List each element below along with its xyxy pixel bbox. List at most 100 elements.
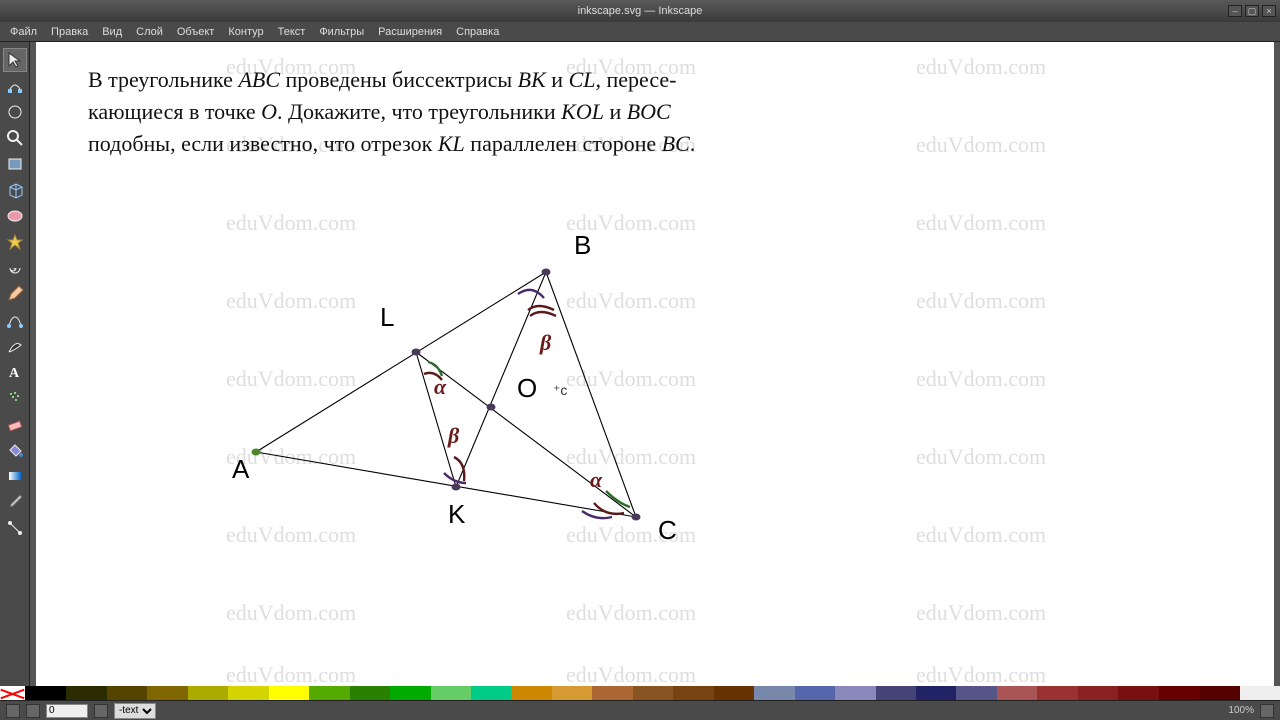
minimize-button[interactable]: – [1228,5,1242,17]
layer-value-input[interactable] [46,704,88,718]
svg-text:B: B [574,230,591,260]
tool-connector[interactable] [3,516,27,540]
color-swatch[interactable] [997,686,1037,700]
text-bc: BC [662,131,690,156]
color-palette [0,686,1280,700]
tool-tweak[interactable] [3,100,27,124]
tool-rect[interactable] [3,152,27,176]
problem-text: В треугольнике ABC проведены биссектрисы… [88,64,868,160]
tool-zoom[interactable] [3,126,27,150]
tool-fill[interactable] [3,438,27,462]
fill-indicator-icon[interactable] [6,704,20,718]
text-kol: KOL [561,99,604,124]
tool-dropper[interactable] [3,490,27,514]
color-swatch[interactable] [795,686,835,700]
text-fragment: В треугольнике [88,67,238,92]
menu-правка[interactable]: Правка [45,24,94,40]
color-swatch[interactable] [633,686,673,700]
tool-selector[interactable] [3,48,27,72]
pencil-icon [6,285,24,303]
color-swatch[interactable] [552,686,592,700]
text-o: O [261,99,277,124]
svg-text:α: α [590,467,603,492]
color-swatch[interactable] [511,686,551,700]
tool-pencil[interactable] [3,282,27,306]
color-swatch[interactable] [714,686,754,700]
canvas[interactable]: eduVdom.com eduVdom.com eduVdom.com eduVdom… [36,42,1274,686]
menu-расширения[interactable]: Расширения [372,24,448,40]
workspace: A eduVdom.comeduVdom.comeduVdom.comeduVd… [0,42,1280,686]
color-swatch[interactable] [471,686,511,700]
color-swatch[interactable] [1078,686,1118,700]
tool-bezier[interactable] [3,308,27,332]
color-swatch[interactable] [754,686,794,700]
menu-файл[interactable]: Файл [4,24,43,40]
maximize-button[interactable]: ▢ [1245,5,1259,17]
color-swatch[interactable] [1037,686,1077,700]
color-swatch[interactable] [228,686,268,700]
watermark: eduVdom.com [916,522,1046,548]
close-button[interactable]: × [1262,5,1276,17]
no-fill-swatch[interactable] [0,686,26,700]
text-fragment: подобны, если известно, что отрезок [88,131,438,156]
color-swatch[interactable] [916,686,956,700]
spiral-icon [6,259,24,277]
menu-вид[interactable]: Вид [96,24,128,40]
text-fragment: кающиеся в точке [88,99,261,124]
ellipse-icon [6,207,24,225]
color-swatch[interactable] [673,686,713,700]
tool-gradient[interactable] [3,464,27,488]
tool-text[interactable]: A [3,360,27,384]
canvas-area[interactable]: eduVdom.com eduVdom.com eduVdom.com eduVdom… [30,42,1280,686]
watermark: eduVdom.com [916,662,1046,686]
color-swatch[interactable] [592,686,632,700]
color-swatch[interactable] [350,686,390,700]
color-swatch[interactable] [1199,686,1239,700]
color-swatch[interactable] [1240,686,1280,700]
color-swatch[interactable] [1118,686,1158,700]
color-swatch[interactable] [390,686,430,700]
3dbox-icon [6,181,24,199]
lock-icon[interactable] [94,704,108,718]
color-swatch[interactable] [26,686,66,700]
tool-ellipse[interactable] [3,204,27,228]
text-bk: BK [518,67,546,92]
tool-calligraphy[interactable] [3,334,27,358]
watermark: eduVdom.com [226,600,356,626]
color-swatch[interactable] [269,686,309,700]
menu-фильтры[interactable]: Фильтры [313,24,370,40]
text-fragment: , пересе- [595,67,676,92]
color-swatch[interactable] [107,686,147,700]
color-swatch[interactable] [147,686,187,700]
tool-star[interactable] [3,230,27,254]
font-select[interactable]: -text [114,703,156,719]
color-swatch[interactable] [835,686,875,700]
tool-node[interactable] [3,74,27,98]
tool-spray[interactable] [3,386,27,410]
text-fragment: проведены биссектрисы [280,67,518,92]
tool-eraser[interactable] [3,412,27,436]
tool-3dbox[interactable] [3,178,27,202]
menu-контур[interactable]: Контур [222,24,269,40]
svg-text:A: A [232,454,250,484]
calligraphy-icon [6,337,24,355]
color-swatch[interactable] [66,686,106,700]
tool-spiral[interactable] [3,256,27,280]
zoom-icon [6,129,24,147]
menu-справка[interactable]: Справка [450,24,505,40]
color-swatch[interactable] [188,686,228,700]
color-swatch[interactable] [876,686,916,700]
zoom-stepper-icon[interactable] [1260,704,1274,718]
menubar: ФайлПравкаВидСлойОбъектКонтурТекстФильтр… [0,22,1280,42]
menu-текст[interactable]: Текст [272,24,312,40]
color-swatch[interactable] [309,686,349,700]
color-swatch[interactable] [431,686,471,700]
statusbar: -text 100% [0,700,1280,720]
color-swatch[interactable] [956,686,996,700]
menu-слой[interactable]: Слой [130,24,169,40]
text-boc: BOC [627,99,671,124]
menu-объект[interactable]: Объект [171,24,220,40]
watermark: eduVdom.com [916,600,1046,626]
stroke-indicator-icon[interactable] [26,704,40,718]
color-swatch[interactable] [1159,686,1199,700]
